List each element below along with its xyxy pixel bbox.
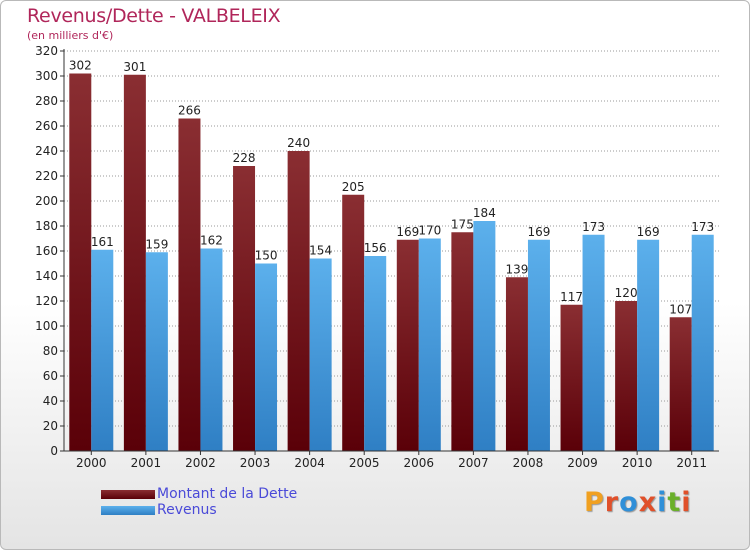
y-tick-label: 220 bbox=[35, 169, 58, 183]
y-tick-label: 300 bbox=[35, 69, 58, 83]
x-tick-label: 2006 bbox=[404, 456, 435, 470]
brand-letter: i bbox=[681, 487, 692, 518]
chart-title: Revenus/Dette - VALBELEIX bbox=[27, 5, 281, 27]
y-tick-label: 160 bbox=[35, 244, 58, 258]
y-tick-label: 200 bbox=[35, 194, 58, 208]
y-tick-label: 140 bbox=[35, 269, 58, 283]
data-label-dette: 301 bbox=[123, 60, 146, 74]
data-label-dette: 175 bbox=[451, 217, 474, 231]
bar-dette bbox=[69, 73, 92, 451]
bar-revenus bbox=[255, 263, 278, 451]
bar-dette bbox=[178, 118, 201, 451]
data-label-dette: 205 bbox=[342, 180, 365, 194]
bar-revenus bbox=[527, 239, 550, 451]
data-label-revenus: 154 bbox=[309, 244, 332, 258]
legend-swatch-dette bbox=[101, 490, 155, 499]
y-axis-ticks: 0 20 40 60 80 100 120 140 160 180 200 220 240 260 280 3… bbox=[35, 44, 64, 458]
y-tick-label: 60 bbox=[43, 369, 58, 383]
bar-dette bbox=[233, 166, 256, 451]
bar-revenus bbox=[582, 234, 605, 451]
bar-revenus bbox=[637, 239, 660, 451]
brand-letter: t bbox=[667, 487, 682, 518]
data-label-revenus: 170 bbox=[418, 224, 441, 238]
proxiti-logo: Proxiti bbox=[584, 487, 692, 518]
data-label-revenus: 162 bbox=[200, 234, 223, 248]
x-tick-label: 2007 bbox=[458, 456, 489, 470]
x-tick-label: 2000 bbox=[76, 456, 107, 470]
x-tick-label: 2001 bbox=[131, 456, 162, 470]
data-label-revenus: 159 bbox=[145, 237, 168, 251]
x-tick-label: 2004 bbox=[294, 456, 325, 470]
data-label-revenus: 156 bbox=[364, 241, 387, 255]
x-tick-label: 2002 bbox=[185, 456, 216, 470]
data-label-dette: 302 bbox=[69, 59, 92, 73]
y-tick-label: 100 bbox=[35, 319, 58, 333]
bar-revenus bbox=[91, 249, 114, 451]
y-tick-label: 40 bbox=[43, 394, 58, 408]
y-tick-label: 260 bbox=[35, 119, 58, 133]
y-tick-label: 180 bbox=[35, 219, 58, 233]
y-tick-label: 20 bbox=[43, 419, 58, 433]
data-label-revenus: 173 bbox=[691, 220, 714, 234]
x-tick-label: 2008 bbox=[513, 456, 544, 470]
bar-dette bbox=[123, 74, 146, 451]
bar-revenus bbox=[418, 238, 441, 451]
bar-dette bbox=[560, 304, 583, 451]
brand-letter: P bbox=[584, 487, 605, 518]
bar-dette bbox=[342, 194, 365, 451]
bar-dette bbox=[451, 232, 474, 451]
bar-revenus bbox=[145, 252, 168, 451]
data-label-dette: 169 bbox=[396, 225, 419, 239]
data-label-dette: 139 bbox=[506, 262, 529, 276]
grid-lines bbox=[64, 50, 719, 427]
data-label-revenus: 169 bbox=[637, 225, 660, 239]
data-label-revenus: 184 bbox=[473, 206, 496, 220]
brand-letter: r bbox=[604, 487, 620, 518]
y-tick-label: 240 bbox=[35, 144, 58, 158]
bar-dette bbox=[615, 301, 638, 451]
y-tick-label: 0 bbox=[50, 444, 58, 458]
bar-dette bbox=[669, 317, 692, 451]
legend-swatch-revenus bbox=[101, 506, 155, 515]
y-tick-label: 80 bbox=[43, 344, 58, 358]
bar-revenus bbox=[691, 234, 714, 451]
bar-dette bbox=[505, 277, 528, 451]
data-label-revenus: 161 bbox=[91, 235, 114, 249]
y-tick-label: 280 bbox=[35, 94, 58, 108]
legend-label-revenus: Revenus bbox=[157, 502, 217, 518]
bar-dette bbox=[287, 151, 310, 451]
brand-letter: x bbox=[638, 487, 658, 518]
brand-letter: o bbox=[619, 487, 639, 518]
bar-revenus bbox=[473, 221, 496, 451]
data-label-dette: 107 bbox=[669, 302, 692, 316]
chart-subtitle: (en milliers d'€) bbox=[27, 29, 114, 42]
x-axis-ticks: 2000 2001 2002 2003 2004 2005 2006 2007 2008 2009… bbox=[76, 451, 707, 470]
data-label-dette: 228 bbox=[233, 151, 256, 165]
y-tick-label: 320 bbox=[35, 44, 58, 58]
data-label-dette: 240 bbox=[287, 136, 310, 150]
data-label-dette: 266 bbox=[178, 104, 201, 118]
data-label-dette: 120 bbox=[615, 286, 638, 300]
data-label-dette: 117 bbox=[560, 290, 583, 304]
brand-letter: i bbox=[657, 487, 668, 518]
x-tick-label: 2009 bbox=[567, 456, 598, 470]
x-tick-label: 2011 bbox=[676, 456, 707, 470]
bar-revenus bbox=[364, 256, 387, 451]
legend-label-dette: Montant de la Dette bbox=[157, 486, 298, 502]
bar-revenus bbox=[200, 248, 223, 451]
x-tick-label: 2010 bbox=[622, 456, 653, 470]
data-label-revenus: 169 bbox=[528, 225, 551, 239]
data-label-revenus: 150 bbox=[255, 249, 278, 263]
bar-revenus bbox=[309, 258, 332, 451]
y-tick-label: 120 bbox=[35, 294, 58, 308]
bars bbox=[69, 73, 714, 451]
x-tick-label: 2003 bbox=[240, 456, 271, 470]
bar-dette bbox=[396, 239, 419, 451]
x-tick-label: 2005 bbox=[349, 456, 380, 470]
data-label-revenus: 173 bbox=[582, 220, 605, 234]
